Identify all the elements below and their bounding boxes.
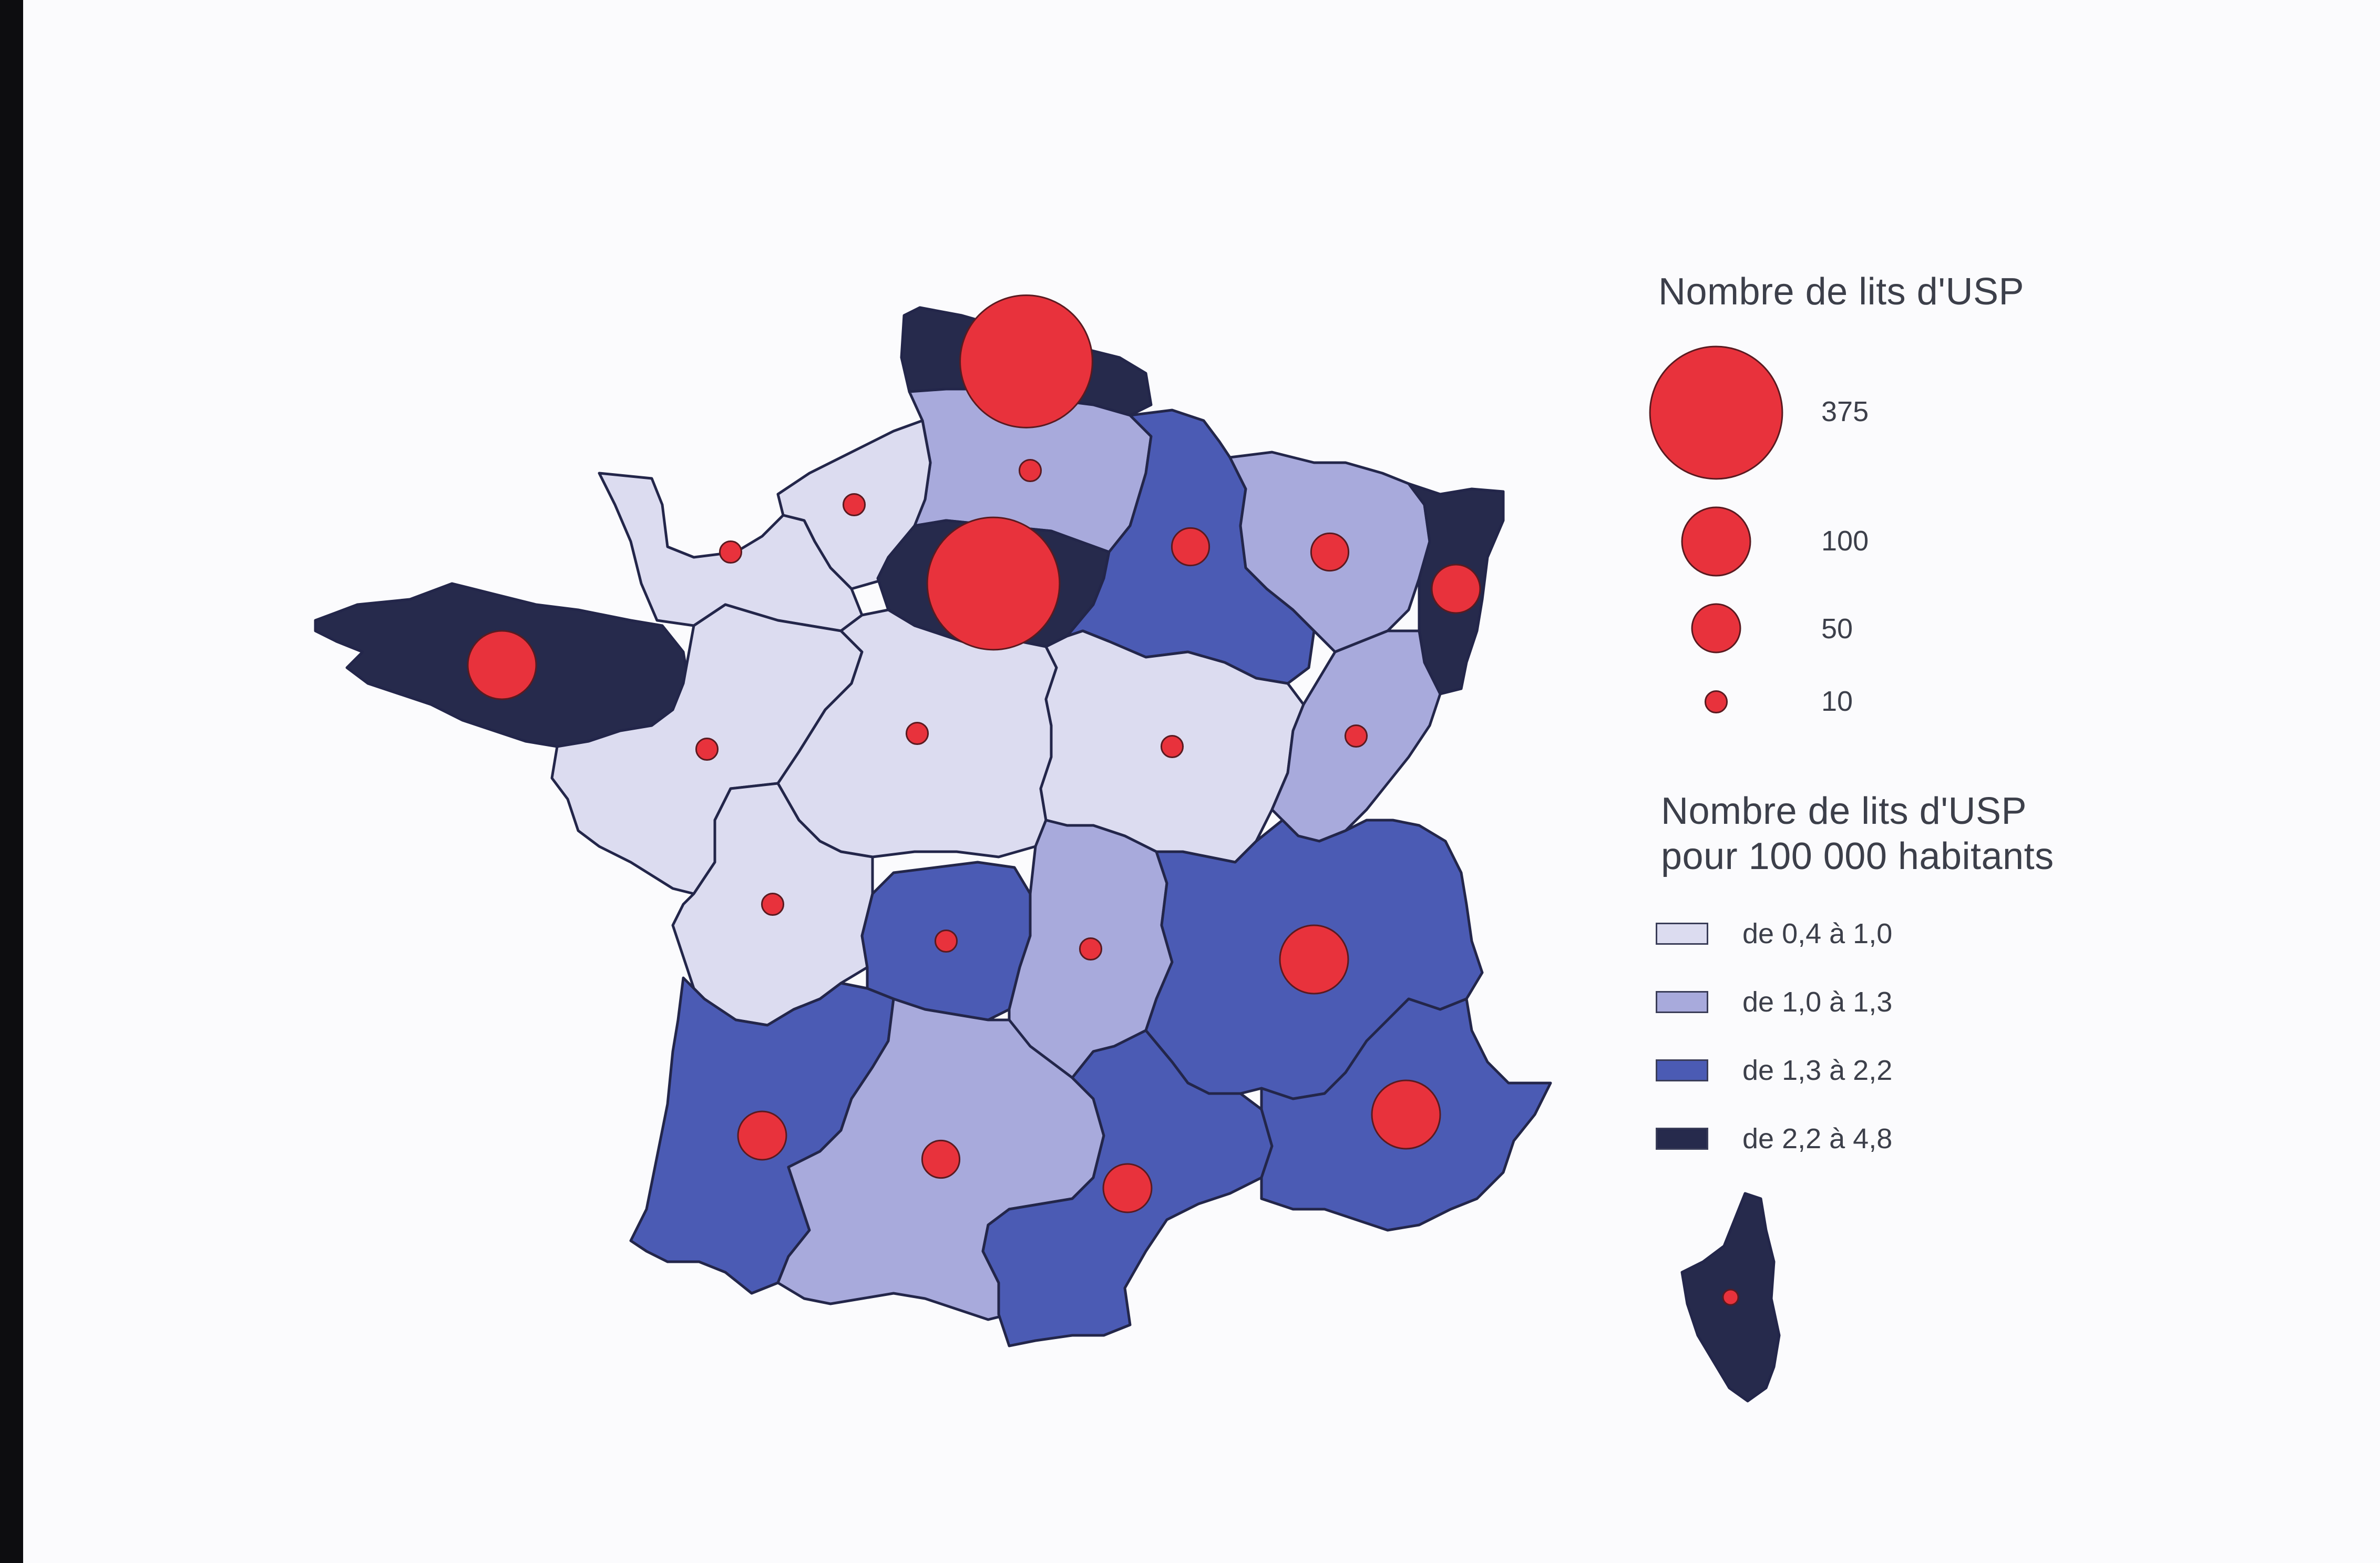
legend-class-label-4: de 2,2 à 4,8	[1742, 1123, 1893, 1155]
bubble-centre	[905, 721, 929, 745]
bubble-picardie	[1018, 458, 1042, 483]
bubble-ile-de-france	[926, 516, 1061, 651]
legend-size-symbol-100	[1681, 506, 1751, 577]
legend-size-label-375: 375	[1821, 396, 1869, 427]
bubble-bourgogne	[1160, 734, 1184, 759]
bubble-haute-normandie	[842, 493, 866, 517]
legend-size-title: Nombre de lits d'USP	[1658, 269, 2024, 314]
bubble-rhone-alpes	[1279, 924, 1349, 995]
region-basse-normandie	[598, 472, 864, 632]
legend-size-symbol-10	[1704, 690, 1728, 714]
bubble-basse-normandie	[719, 540, 743, 564]
regions-layer	[314, 306, 1781, 1403]
bubble-aquitaine	[737, 1110, 787, 1161]
bubble-nord-pas-de-calais	[959, 294, 1093, 428]
legend-size-label-100: 100	[1821, 525, 1869, 557]
legend-size-label-50: 50	[1821, 613, 1853, 645]
legend-class-label-1: de 0,4 à 1,0	[1742, 918, 1893, 949]
bubble-languedoc-roussillon	[1102, 1163, 1153, 1213]
legend-swatch-class-1	[1656, 923, 1708, 945]
bubble-auvergne	[1079, 937, 1103, 961]
scan-border	[0, 0, 23, 1563]
bubble-champagne-ardenne	[1171, 527, 1210, 567]
legend-size-symbol-375	[1649, 345, 1783, 480]
legend-color-title-line2: pour 100 000 habitants	[1661, 835, 2054, 877]
legend-size-symbol-50	[1691, 603, 1741, 653]
bubble-provence-alpes-cote-d-azur	[1371, 1079, 1441, 1150]
bubble-poitou-charentes	[761, 892, 785, 916]
legend-class-label-2: de 1,0 à 1,3	[1742, 986, 1893, 1018]
legend-size-label-10: 10	[1821, 686, 1853, 717]
legend-class-label-3: de 1,3 à 2,2	[1742, 1055, 1893, 1086]
legend-color-title-line1: Nombre de lits d'USP	[1661, 790, 2027, 832]
legend-size-title-text: Nombre de lits d'USP	[1658, 271, 2025, 313]
bubble-bretagne	[467, 630, 537, 700]
bubble-pays-de-la-loire	[695, 737, 719, 761]
bubble-limousin	[934, 929, 958, 953]
bubble-franche-comte	[1344, 724, 1368, 748]
legend-swatch-class-4	[1656, 1128, 1708, 1150]
legend-swatch-class-3	[1656, 1059, 1708, 1081]
legend-size-symbols	[1649, 345, 1783, 714]
bubble-alsace	[1431, 564, 1481, 614]
bubbles-layer	[467, 294, 1739, 1306]
bubble-lorraine	[1310, 532, 1350, 572]
legend-swatch-class-2	[1656, 991, 1708, 1013]
bubble-midi-pyrenees	[921, 1139, 961, 1179]
bubble-corse	[1722, 1289, 1739, 1306]
legend-color-title: Nombre de lits d'USP pour 100 000 habita…	[1661, 789, 2054, 879]
